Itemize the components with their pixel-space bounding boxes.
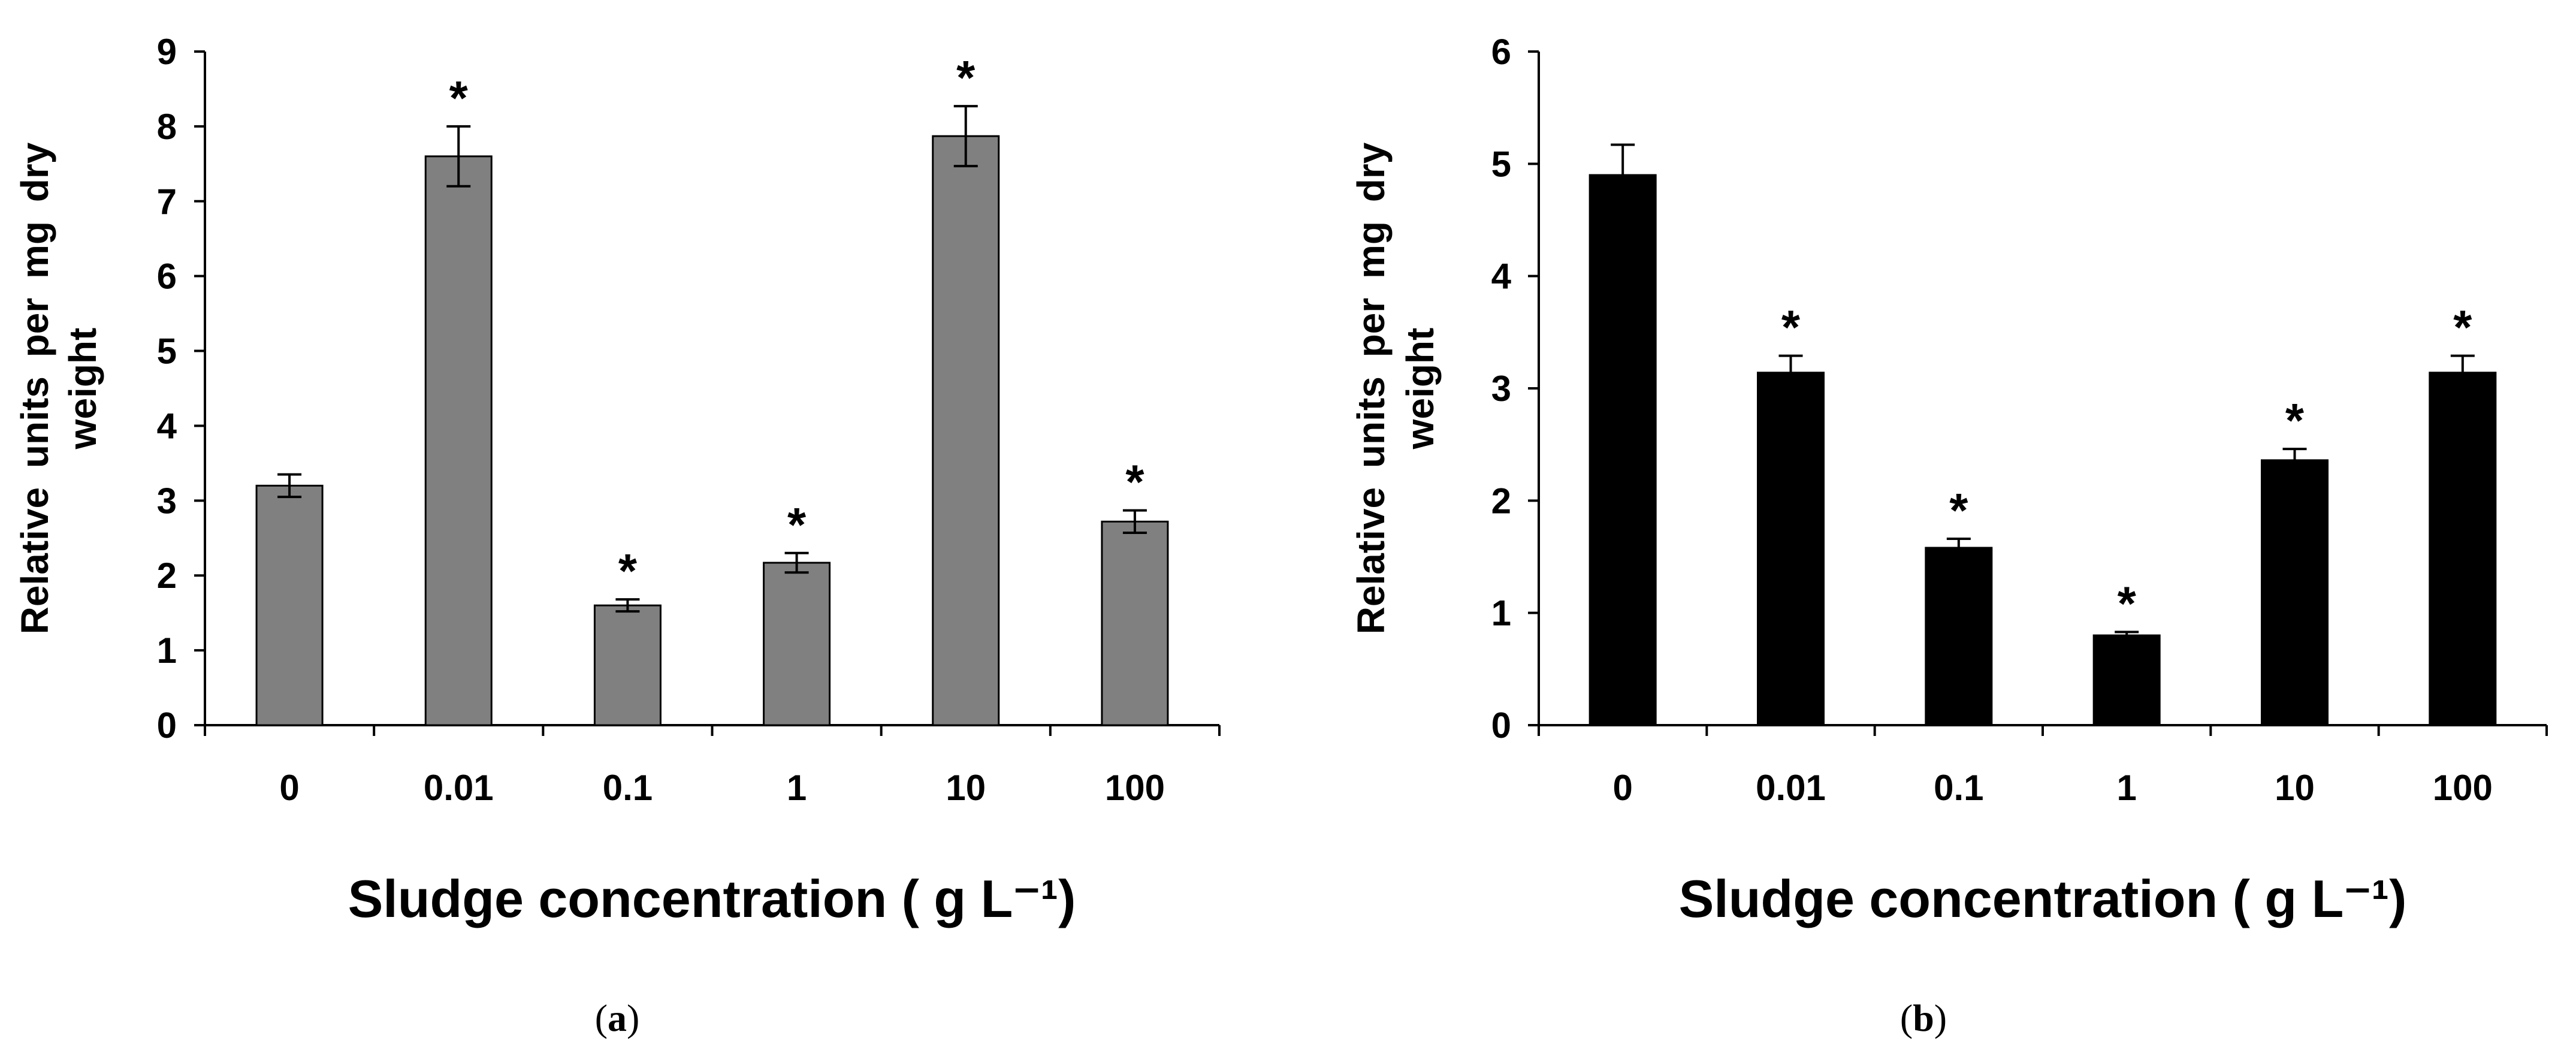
y-tick-label: 5: [157, 331, 177, 372]
error-bar-0.01: [446, 125, 471, 188]
significance-marker-100: *: [2453, 301, 2472, 354]
y-tick-label: 4: [1491, 257, 1512, 297]
y-tick-label: 0: [157, 705, 177, 746]
error-bar-0.1: [1946, 538, 1971, 558]
y-tick-label: 1: [157, 630, 177, 671]
y-tick-label: 1: [1491, 593, 1511, 633]
y-axis-title-line2: weight: [1399, 328, 1442, 450]
error-bar-1: [2115, 630, 2139, 640]
bar-0: [255, 484, 324, 726]
x-axis-title: Sludge concentration ( g L⁻¹): [348, 869, 1076, 928]
significance-marker-1: *: [787, 498, 807, 551]
y-axis-title-line1: Relative units per mg dry: [13, 142, 56, 634]
x-tick-label: 0.01: [424, 768, 494, 808]
significance-marker-10: *: [2285, 394, 2305, 447]
bar-1: [763, 562, 831, 726]
panel-label: (b): [1900, 997, 1947, 1039]
x-tick-label: 1: [787, 768, 807, 808]
significance-marker-10: *: [956, 51, 976, 104]
error-bar-1: [784, 551, 809, 574]
bar-10: [932, 135, 1000, 726]
bar-0.1: [1925, 547, 1993, 726]
panel-label-letter: b: [1913, 997, 1934, 1039]
significance-marker-0.01: *: [449, 71, 469, 125]
x-tick-label: 100: [2433, 768, 2493, 808]
y-tick-label: 8: [157, 107, 177, 147]
significance-marker-1: *: [2118, 577, 2137, 630]
chart-panel-a: 0 1 2 3 4 5 6 7 8 9 0 * 0.01 * 0.1 * 1 * 10 * 100 Relative un…: [13, 32, 1221, 1039]
chart-panel-b: 0 1 2 3 4 5 6 0 * 0.01 * 0.1 * 1 * 10 * 100 Relative units…: [1349, 32, 2548, 1039]
x-tick-label: 1: [2116, 768, 2136, 808]
y-tick-label: 6: [1491, 32, 1511, 72]
bar-0.01: [1757, 372, 1825, 726]
y-tick-label: 5: [1491, 144, 1511, 184]
error-bar-0.01: [1778, 354, 1803, 391]
bar-10: [2261, 459, 2329, 726]
error-bar-100: [2450, 354, 2475, 391]
significance-marker-0.1: *: [618, 544, 638, 598]
bar-0.1: [593, 604, 662, 726]
error-bar-10: [2282, 448, 2307, 473]
y-tick-label: 0: [1491, 705, 1511, 746]
x-tick-label: 100: [1105, 768, 1165, 808]
bar-100: [1101, 520, 1169, 726]
significance-marker-0.01: *: [1781, 301, 1801, 354]
bar-1: [2092, 634, 2161, 726]
bar-0.01: [424, 155, 493, 726]
panel-label-letter: a: [608, 997, 627, 1039]
x-axis-title: Sludge concentration ( g L⁻¹): [1679, 869, 2407, 928]
y-tick-label: 3: [157, 481, 177, 521]
bar-0: [1589, 174, 1657, 726]
error-bar-0: [277, 473, 302, 499]
x-tick-label: 10: [946, 768, 986, 808]
x-tick-label: 0.1: [603, 768, 653, 808]
y-axis-title-line1: Relative units per mg dry: [1349, 142, 1393, 634]
y-tick-label: 9: [157, 32, 177, 72]
error-bar-10: [953, 105, 978, 168]
y-tick-label: 7: [157, 182, 177, 222]
y-tick-label: 4: [157, 406, 177, 446]
significance-marker-0.1: *: [1949, 484, 1968, 537]
y-tick-label: 2: [157, 556, 177, 596]
x-tick-label: 0: [1612, 768, 1632, 808]
x-tick-label: 10: [2275, 768, 2315, 808]
y-tick-label: 6: [157, 257, 177, 297]
x-tick-label: 0: [279, 768, 299, 808]
bar-100: [2429, 372, 2497, 726]
x-tick-label: 0.01: [1756, 768, 1826, 808]
panel-label: (a): [595, 997, 640, 1039]
error-bar-100: [1122, 509, 1147, 535]
y-tick-label: 2: [1491, 481, 1511, 521]
error-bar-0.1: [615, 598, 640, 613]
significance-marker-100: *: [1125, 455, 1144, 509]
x-tick-label: 0.1: [1934, 768, 1983, 808]
y-axis-title-line2: weight: [61, 328, 104, 450]
y-tick-label: 3: [1491, 369, 1511, 409]
error-bar-0: [1611, 143, 1635, 207]
